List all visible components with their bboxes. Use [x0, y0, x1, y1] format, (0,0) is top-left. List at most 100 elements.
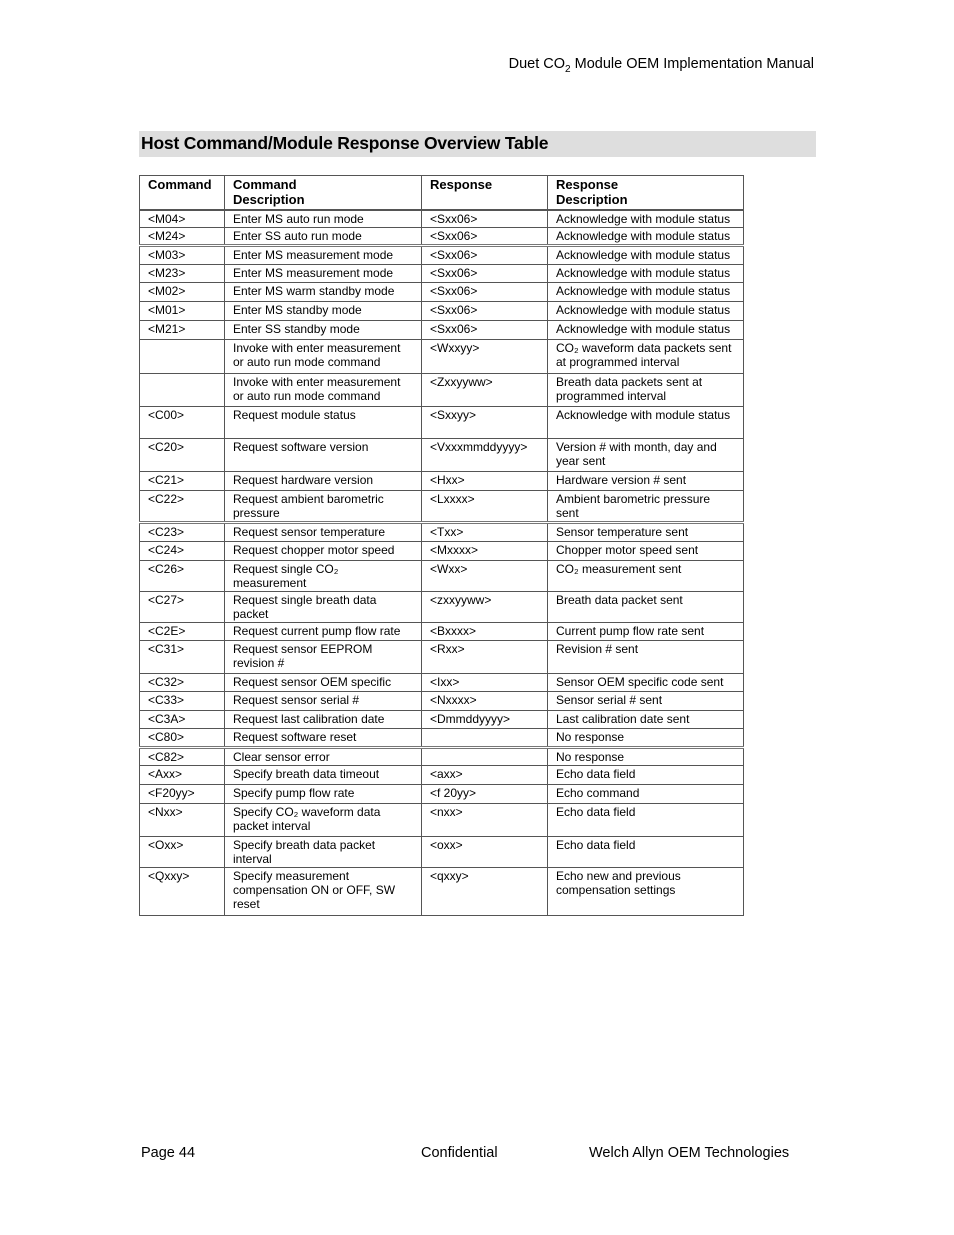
response-cell: <qxxy> — [421, 867, 548, 916]
command-description-cell: Specify breath data packet interval — [224, 836, 422, 868]
column-header-line: Command — [148, 177, 212, 192]
response-cell — [421, 728, 548, 748]
table-row: <C27> Request single breath data packet <z… — [139, 591, 744, 623]
command-description-cell: Request current pump flow rate — [224, 622, 422, 641]
response-cell: <Txx> — [421, 521, 548, 542]
response-cell: <f 20yy> — [421, 784, 548, 804]
response-cell: <Nxxxx> — [421, 691, 548, 711]
table-row: <C24> Request chopper motor speed <Mxxxx> C… — [139, 541, 744, 561]
command-cell: <C21> — [139, 471, 225, 491]
response-description-cell: Acknowledge with module status — [547, 209, 744, 228]
command-cell: <Qxxy> — [139, 867, 225, 916]
command-cell: <Axx> — [139, 765, 225, 785]
response-description-cell: CO₂ waveform data packets sent at progra… — [547, 339, 744, 374]
response-description-cell: Breath data packet sent — [547, 591, 744, 623]
response-cell — [421, 746, 548, 766]
response-description-cell: Echo data field — [547, 765, 744, 785]
table-row: <Qxxy> Specify measurement compensation O… — [139, 867, 744, 916]
command-description-cell: Enter MS standby mode — [224, 301, 422, 321]
command-description-cell: Enter SS standby mode — [224, 320, 422, 340]
response-description-cell: Sensor OEM specific code sent — [547, 673, 744, 692]
response-cell: <axx> — [421, 765, 548, 785]
command-description-cell: Enter MS measurement mode — [224, 244, 422, 265]
table-row: <M03> Enter MS measurement mode <Sxx06> Ack… — [139, 244, 744, 265]
table-row: <C21> Request hardware version <Hxx> Hardwa… — [139, 471, 744, 491]
table-row: <C23> Request sensor temperature <Txx> Sens… — [139, 521, 744, 542]
response-description-cell: Acknowledge with module status — [547, 282, 744, 302]
command-cell: <M24> — [139, 227, 225, 246]
table-row: <M24> Enter SS auto run mode <Sxx06> Acknow… — [139, 227, 744, 246]
column-header-line: Response — [430, 177, 493, 192]
table-row: Invoke with enter measurement or auto ru… — [139, 339, 744, 374]
command-description-cell: Request hardware version — [224, 471, 422, 491]
response-cell: <nxx> — [421, 803, 548, 837]
response-description-cell: Echo command — [547, 784, 744, 804]
table-row: <M04> Enter MS auto run mode <Sxx06> Acknow… — [139, 209, 744, 228]
table-row: Invoke with enter measurement or auto ru… — [139, 373, 744, 407]
response-cell: <oxx> — [421, 836, 548, 868]
command-description-cell: Invoke with enter measurement or auto ru… — [224, 339, 422, 374]
response-cell: <Sxxyy> — [421, 406, 548, 439]
command-description-cell: Enter MS auto run mode — [224, 209, 422, 228]
footer-page: Page 44 — [141, 1145, 196, 1161]
response-cell: <Sxx06> — [421, 227, 548, 246]
table-row: <C22> Request ambient barometric pressure… — [139, 490, 744, 523]
footer-confidential: Confidential — [421, 1145, 498, 1161]
response-description-cell: Revision # sent — [547, 640, 744, 674]
section-title: Host Command/Module Response Overview Ta… — [141, 133, 549, 153]
table-row: <M21> Enter SS standby mode <Sxx06> Acknowl… — [139, 320, 744, 340]
table-row: <C00> Request module status <Sxxyy> Acknowl… — [139, 406, 744, 439]
command-cell: <C20> — [139, 438, 225, 472]
command-description-cell: Specify breath data timeout — [224, 765, 422, 785]
response-cell: <Lxxxx> — [421, 490, 548, 523]
command-cell — [139, 373, 225, 407]
command-cell: <M04> — [139, 209, 225, 228]
table-row: <Axx> Specify breath data timeout <axx> Ech… — [139, 765, 744, 785]
command-description-cell: Request software reset — [224, 728, 422, 748]
table-row: <C26> Request single CO₂ measurement <Wxx>… — [139, 560, 744, 592]
command-response-table: Command Command Description Response Respons… — [139, 175, 744, 916]
response-description-cell: Hardware version # sent — [547, 471, 744, 491]
response-cell: <Mxxxx> — [421, 541, 548, 561]
response-cell: <Bxxxx> — [421, 622, 548, 641]
command-description-cell: Enter MS measurement mode — [224, 264, 422, 283]
response-cell: <Zxxyyww> — [421, 373, 548, 407]
command-cell: <C23> — [139, 521, 225, 542]
command-cell: <C22> — [139, 490, 225, 523]
response-description-cell: Ambient barometric pressure sent — [547, 490, 744, 523]
command-description-cell: Enter SS auto run mode — [224, 227, 422, 246]
response-description-cell: Acknowledge with module status — [547, 244, 744, 265]
command-cell: <M23> — [139, 264, 225, 283]
command-cell: <C80> — [139, 728, 225, 748]
table-row: <C2E> Request current pump flow rate <Bxxx… — [139, 622, 744, 641]
command-description-cell: Request software version — [224, 438, 422, 472]
response-cell: <Sxx06> — [421, 244, 548, 265]
response-description-cell: No response — [547, 746, 744, 766]
command-cell: <C33> — [139, 691, 225, 711]
response-description-cell: Sensor temperature sent — [547, 521, 744, 542]
response-description-cell: Chopper motor speed sent — [547, 541, 744, 561]
response-description-cell: Breath data packets sent at programmed i… — [547, 373, 744, 407]
command-cell: <M01> — [139, 301, 225, 321]
response-description-cell: Echo new and previous compensation setti… — [547, 867, 744, 916]
response-cell: <Dmmddyyyy> — [421, 710, 548, 729]
command-cell: <C3A> — [139, 710, 225, 729]
command-cell: <F20yy> — [139, 784, 225, 804]
response-description-cell: Acknowledge with module status — [547, 264, 744, 283]
table-row: <Oxx> Specify breath data packet interval… — [139, 836, 744, 868]
table-row: <Nxx> Specify CO₂ waveform data packet in… — [139, 803, 744, 837]
command-description-cell: Invoke with enter measurement or auto ru… — [224, 373, 422, 407]
column-header: Response Description — [547, 175, 744, 211]
section-title-bar: Host Command/Module Response Overview Ta… — [139, 131, 816, 157]
table-row: <C3A> Request last calibration date <Dmmdd… — [139, 710, 744, 729]
command-cell: <M03> — [139, 244, 225, 265]
response-description-cell: Echo data field — [547, 803, 744, 837]
footer-company: Welch Allyn OEM Technologies — [589, 1145, 790, 1161]
response-cell: <Wxxyy> — [421, 339, 548, 374]
response-description-cell: Acknowledge with module status — [547, 227, 744, 246]
command-cell: <Oxx> — [139, 836, 225, 868]
response-cell: <Ixx> — [421, 673, 548, 692]
command-description-cell: Request sensor serial # — [224, 691, 422, 711]
table-row: <M01> Enter MS standby mode <Sxx06> Acknowl… — [139, 301, 744, 321]
response-description-cell: Acknowledge with module status — [547, 406, 744, 439]
